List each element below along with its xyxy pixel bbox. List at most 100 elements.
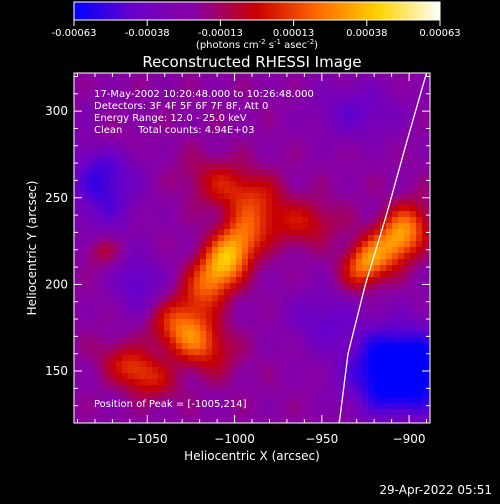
heatmap-cell — [176, 337, 183, 344]
heatmap-cell — [344, 325, 351, 332]
heatmap-cell — [338, 241, 345, 248]
heatmap-cell — [260, 265, 267, 272]
heatmap-cell — [260, 421, 267, 423]
heatmap-cell — [188, 379, 195, 386]
heatmap-cell — [248, 133, 255, 140]
heatmap-cell — [362, 121, 369, 128]
heatmap-cell — [230, 205, 237, 212]
heatmap-cell — [350, 229, 357, 236]
heatmap-cell — [386, 409, 393, 416]
heatmap-cell — [134, 349, 141, 356]
heatmap-cell — [122, 415, 129, 422]
heatmap-cell — [362, 109, 369, 116]
heatmap-cell — [266, 199, 273, 206]
heatmap-cell — [122, 295, 129, 302]
heatmap-cell — [182, 397, 189, 404]
heatmap-cell — [74, 265, 81, 272]
heatmap-cell — [368, 145, 375, 152]
heatmap-cell — [236, 109, 243, 116]
heatmap-cell — [386, 343, 393, 350]
heatmap-cell — [98, 151, 105, 158]
heatmap-cell — [308, 289, 315, 296]
heatmap-cell — [236, 391, 243, 398]
heatmap-cell — [260, 403, 267, 410]
heatmap-cell — [176, 301, 183, 308]
heatmap-cell — [164, 325, 171, 332]
heatmap-cell — [116, 229, 123, 236]
heatmap-cell — [86, 409, 93, 416]
heatmap-cell — [254, 205, 261, 212]
heatmap-cell — [140, 223, 147, 230]
heatmap-cell — [176, 235, 183, 242]
colorbar-ticks: -0.00063 -0.00038 -0.00013 0.00013 0.00038 0.… — [52, 20, 461, 39]
heatmap-cell — [398, 133, 405, 140]
heatmap-cell — [194, 115, 201, 122]
heatmap-cell — [248, 79, 255, 86]
heatmap-cell — [230, 211, 237, 218]
heatmap-cell — [194, 271, 201, 278]
heatmap-cell — [410, 259, 417, 266]
heatmap-cell — [212, 187, 219, 194]
heatmap-cell — [188, 127, 195, 134]
heatmap-cell — [242, 235, 249, 242]
heatmap-cell — [218, 301, 225, 308]
heatmap-cell — [86, 127, 93, 134]
heatmap-cell — [224, 271, 231, 278]
heatmap-cell — [164, 223, 171, 230]
heatmap-cell — [104, 229, 111, 236]
heatmap-cell — [350, 85, 357, 92]
heatmap-cell — [368, 397, 375, 404]
heatmap-cell — [356, 205, 363, 212]
heatmap-cell — [260, 391, 267, 398]
heatmap-cell — [104, 121, 111, 128]
heatmap-cell — [374, 403, 381, 410]
heatmap-cell — [374, 205, 381, 212]
heatmap-cell — [104, 367, 111, 374]
heatmap-cell — [110, 295, 117, 302]
heatmap-cell — [326, 103, 333, 110]
heatmap-cell — [146, 127, 153, 134]
heatmap-cell — [386, 205, 393, 212]
heatmap-cell — [404, 283, 411, 290]
heatmap-cell — [404, 247, 411, 254]
heatmap-cell — [242, 379, 249, 386]
heatmap-cell — [134, 385, 141, 392]
heatmap-cell — [428, 325, 430, 332]
heatmap-cell — [212, 325, 219, 332]
heatmap-cell — [254, 325, 261, 332]
x-tick-label: −900 — [393, 432, 426, 446]
heatmap-cell — [134, 343, 141, 350]
heatmap-cell — [398, 313, 405, 320]
heatmap-cell — [362, 343, 369, 350]
heatmap-cell — [362, 307, 369, 314]
heatmap-cell — [266, 373, 273, 380]
heatmap-cell — [290, 127, 297, 134]
heatmap-cell — [182, 259, 189, 266]
heatmap-cell — [230, 85, 237, 92]
heatmap-cell — [212, 103, 219, 110]
heatmap-cell — [224, 85, 231, 92]
heatmap-cell — [98, 133, 105, 140]
heatmap-cell — [80, 331, 87, 338]
heatmap-cell — [248, 205, 255, 212]
heatmap-cell — [398, 397, 405, 404]
heatmap-cell — [266, 301, 273, 308]
heatmap-cell — [98, 331, 105, 338]
heatmap-cell — [92, 265, 99, 272]
heatmap-cell — [92, 397, 99, 404]
heatmap-cell — [98, 247, 105, 254]
heatmap-cell — [80, 187, 87, 194]
heatmap-cell — [146, 223, 153, 230]
heatmap-cell — [194, 289, 201, 296]
heatmap-cell — [380, 103, 387, 110]
heatmap-cell — [188, 163, 195, 170]
heatmap-cell — [266, 391, 273, 398]
heatmap-cell — [326, 409, 333, 416]
heatmap-cell — [80, 157, 87, 164]
heatmap-cell — [410, 199, 417, 206]
heatmap-cell — [152, 127, 159, 134]
heatmap-cell — [158, 283, 165, 290]
heatmap-cell — [116, 397, 123, 404]
heatmap-cell — [296, 157, 303, 164]
heatmap-cell — [134, 163, 141, 170]
